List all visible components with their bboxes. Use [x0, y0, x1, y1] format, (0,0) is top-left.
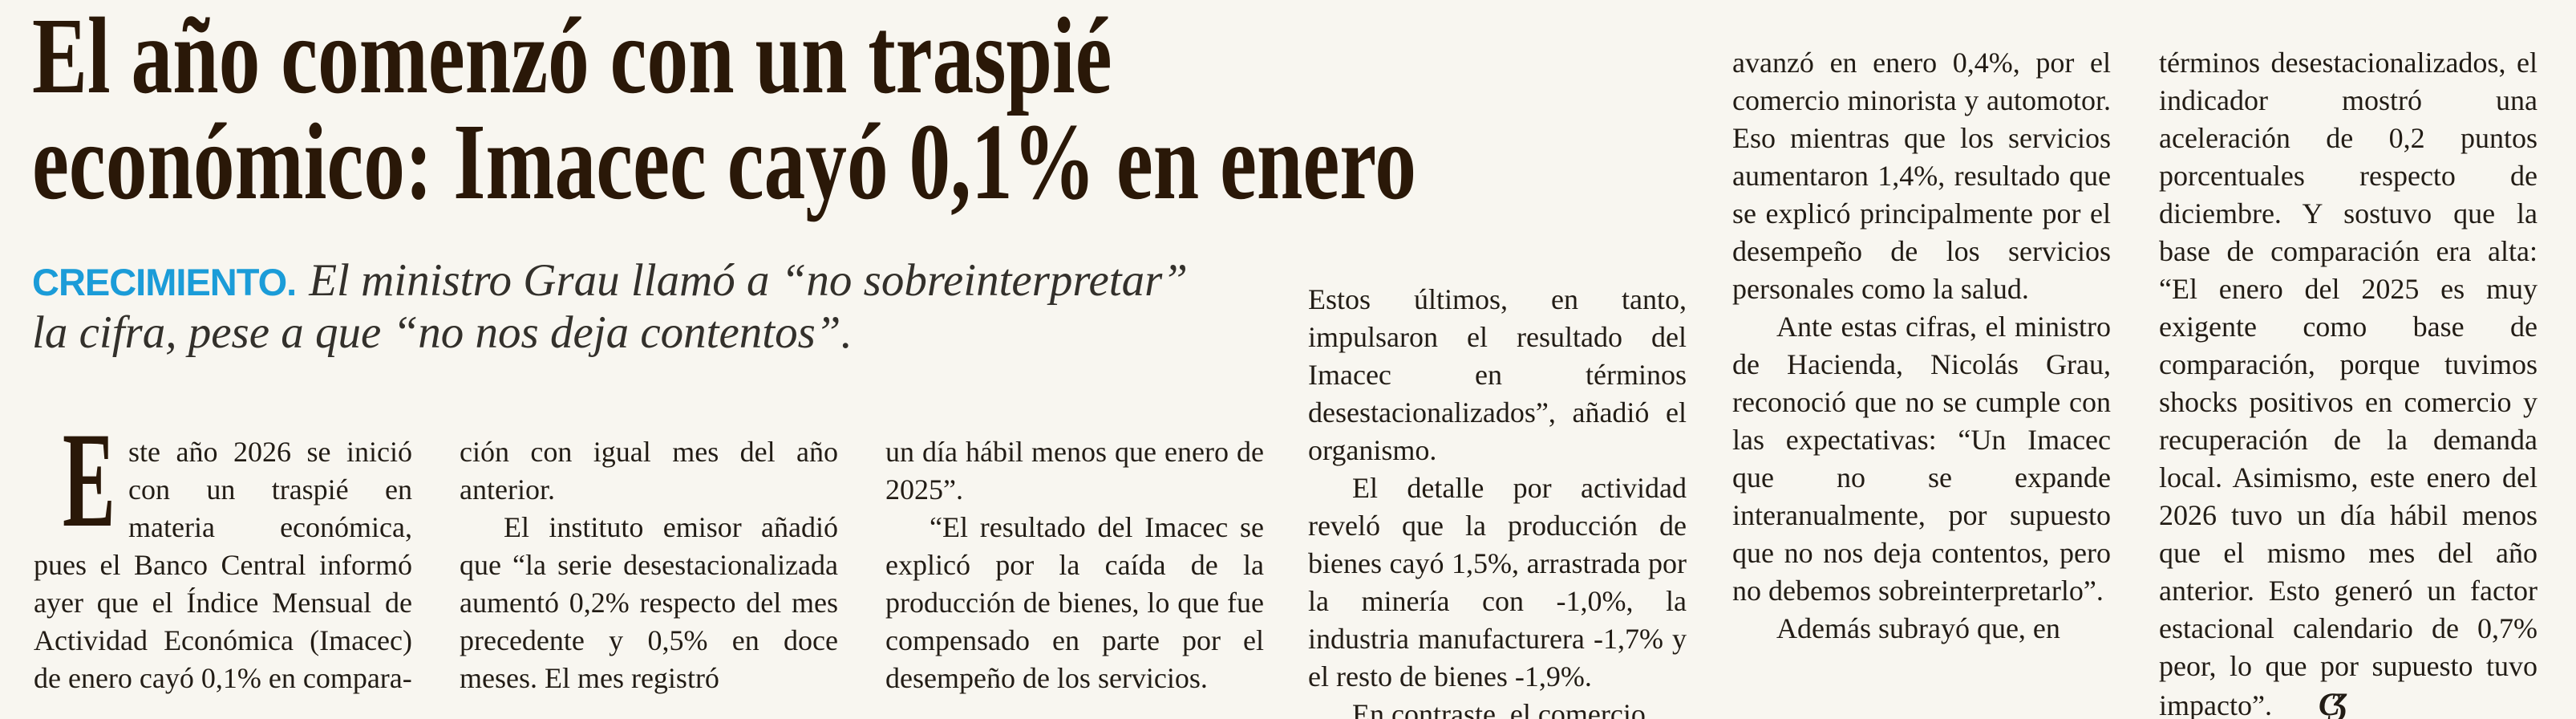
- deck-text-1: El ministro Grau llamó a “no sobreinterp…: [309, 255, 1188, 306]
- end-of-article-mark: CƷ: [2318, 686, 2347, 719]
- headline: El año comenzó con un traspié económico:…: [32, 0, 1416, 222]
- article-column-5: avanzó en enero 0,4%, por el comercio mi…: [1732, 44, 2111, 648]
- paragraph: En contraste, el comercio: [1352, 698, 1646, 719]
- paragraph: “El resultado del Imacec se explicó por …: [885, 511, 1264, 694]
- paragraph: El detalle por actividad reveló que la p…: [1308, 472, 1687, 693]
- paragraph: avanzó en enero 0,4%, por el comercio mi…: [1732, 47, 2111, 305]
- deck-line-1: CRECIMIENTO. El ministro Grau llamó a “no…: [32, 255, 1395, 307]
- paragraph: términos desestacionalizados, el indicad…: [2159, 44, 2538, 719]
- article-column-3: un día hábil menos que enero de 2025”. “E…: [885, 433, 1264, 697]
- paragraph: El instituto emisor añadió que “la serie…: [460, 511, 838, 694]
- article-column-6: términos desestacionalizados, el indicad…: [2159, 44, 2538, 719]
- kicker-label: CRECIMIENTO.: [32, 261, 297, 303]
- article-column-4: Estos últimos, en tanto, impulsaron el r…: [1308, 281, 1687, 719]
- paragraph: ción con igual mes del año anterior.: [460, 436, 838, 506]
- paragraph: Estos últimos, en tanto, impulsaron el r…: [1308, 283, 1687, 466]
- deck-line-2: la cifra, pese a que “no nos deja conten…: [32, 307, 1395, 358]
- headline-line-1: El año comenzó con un traspié: [32, 0, 1112, 116]
- headline-line-2: económico: Imacec cayó 0,1% en enero: [32, 102, 1416, 222]
- article-column-2: ción con igual mes del año anterior. El i…: [460, 433, 838, 697]
- drop-cap: E: [63, 404, 115, 555]
- paragraph: un día hábil menos que enero de 2025”.: [885, 436, 1264, 506]
- deck: CRECIMIENTO. El ministro Grau llamó a “no…: [32, 255, 1395, 358]
- paragraph: Además subrayó que, en: [1776, 612, 2060, 644]
- deck-text-2: la cifra, pese a que “no nos deja conten…: [32, 307, 853, 358]
- paragraph: Ante estas cifras, el ministro de Hacien…: [1732, 311, 2111, 607]
